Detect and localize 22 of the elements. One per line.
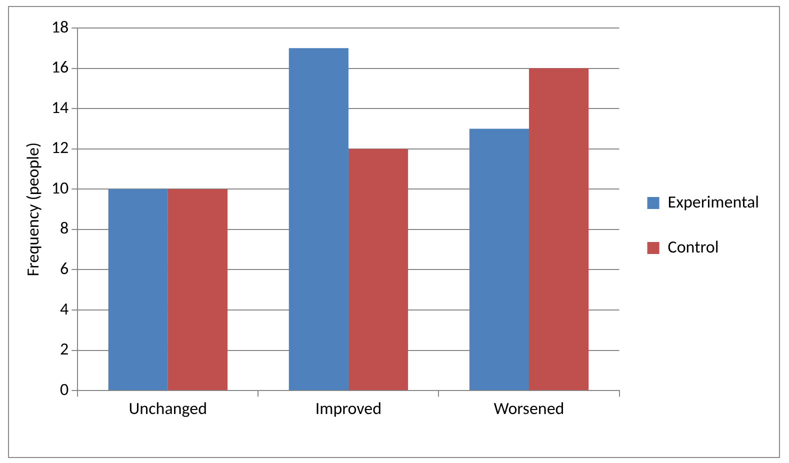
bar: [288, 48, 348, 390]
x-tick-label: Worsened: [494, 398, 564, 420]
y-tick-label: 14: [51, 96, 70, 118]
y-tick-label: 6: [60, 258, 70, 279]
x-tick-label: Unchanged: [128, 398, 208, 420]
y-tick-label: 0: [60, 378, 70, 400]
legend-label: Experimental: [668, 191, 760, 212]
bar: [469, 128, 529, 390]
bar: [529, 68, 589, 390]
y-tick-label: 4: [60, 298, 70, 320]
y-tick-label: 16: [51, 56, 70, 78]
y-tick-label: 10: [51, 177, 70, 198]
y-tick-label: 18: [51, 16, 69, 38]
bar: [348, 148, 408, 390]
bar: [168, 189, 228, 390]
x-tick-label: Improved: [315, 398, 382, 420]
y-tick-label: 12: [51, 137, 69, 158]
bar: [108, 189, 168, 390]
y-tick-label: 2: [60, 338, 69, 360]
y-tick-label: 8: [60, 218, 69, 239]
legend-label: Control: [668, 236, 719, 258]
y-axis-title: Frequency (people): [22, 142, 44, 276]
